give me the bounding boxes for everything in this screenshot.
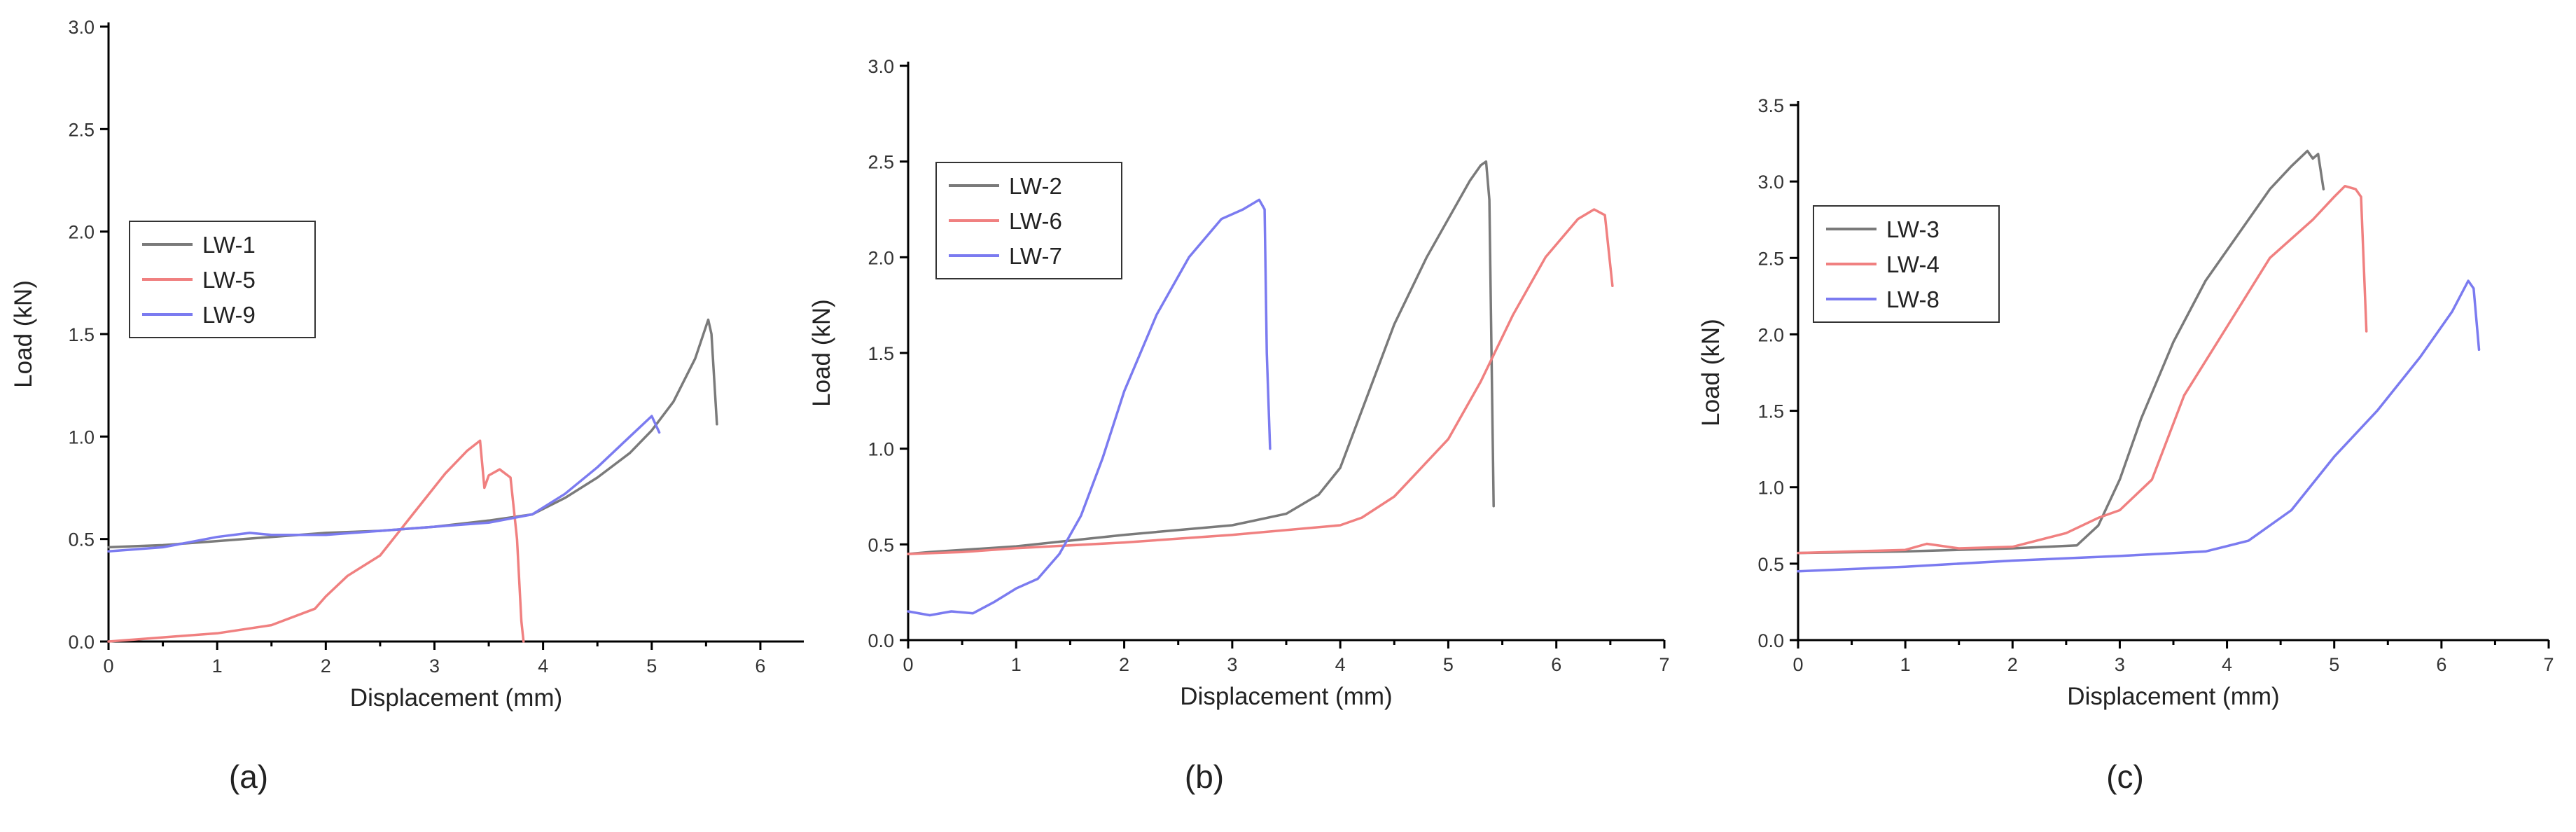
series-line-lw-3 xyxy=(1797,149,2325,555)
x-tick-label: 0 xyxy=(1792,654,1803,675)
y-tick-label: 0.0 xyxy=(1757,630,1784,651)
series-line-lw-6 xyxy=(907,208,1614,555)
panel-label: (c) xyxy=(2106,758,2144,795)
x-tick-label: 1 xyxy=(1900,654,1911,675)
x-tick-label: 4 xyxy=(2222,654,2232,675)
legend-label-lw-8: LW-8 xyxy=(1886,286,1940,312)
y-tick-label: 2.5 xyxy=(868,152,894,173)
x-axis-title: Displacement (mm) xyxy=(350,684,562,712)
y-axis-title: Load (kN) xyxy=(808,299,835,407)
y-tick-label: 3.5 xyxy=(1757,95,1784,116)
x-tick-label: 6 xyxy=(2436,654,2446,675)
y-tick-label: 2.0 xyxy=(1757,324,1784,345)
y-tick-label: 1.5 xyxy=(1757,401,1784,422)
y-tick-label: 3.0 xyxy=(868,56,894,77)
legend: LW-2 LW-6 LW-7 xyxy=(935,162,1122,279)
x-tick-label: 0 xyxy=(903,654,913,675)
legend-label-lw-6: LW-6 xyxy=(1009,208,1062,234)
x-tick-label: 5 xyxy=(2329,654,2339,675)
legend: LW-3 LW-4 LW-8 xyxy=(1813,205,2000,323)
y-tick-label: 2.0 xyxy=(68,222,95,243)
x-tick-label: 7 xyxy=(2543,654,2554,675)
x-tick-label: 4 xyxy=(538,656,548,677)
series-line-lw-2 xyxy=(907,160,1495,555)
x-tick-label: 5 xyxy=(646,656,657,677)
chart-panel-3: 0 1 2 3 4 5 6 7 0.0 0.5 1.0 1.5 2.0 2.5 3.0 3.5 Displace… xyxy=(1697,95,2554,795)
x-tick-label: 3 xyxy=(429,656,440,677)
legend-label-lw-9: LW-9 xyxy=(202,302,256,328)
y-tick-label: 0.5 xyxy=(868,534,894,555)
legend-label-lw-5: LW-5 xyxy=(202,267,256,293)
legend-label-lw-2: LW-2 xyxy=(1009,173,1062,199)
legend-label-lw-4: LW-4 xyxy=(1886,251,1940,277)
x-tick-label: 1 xyxy=(1011,654,1022,675)
series-line-lw-1 xyxy=(107,318,718,549)
series-line-lw-7 xyxy=(907,198,1272,617)
legend: LW-1 LW-5 LW-9 xyxy=(129,221,316,338)
chart-panel-1: 0 1 2 3 4 5 6 0.0 0.5 1.0 1.5 2.0 2.5 3.0 Displacement… xyxy=(10,17,804,795)
y-tick-label: 1.0 xyxy=(68,427,95,448)
x-tick-label: 3 xyxy=(1227,654,1237,675)
x-tick-label: 3 xyxy=(2115,654,2125,675)
y-tick-label: 1.5 xyxy=(68,324,95,345)
y-axis-title: Load (kN) xyxy=(10,280,37,388)
panel-label: (b) xyxy=(1185,758,1224,795)
x-axis-title: Displacement (mm) xyxy=(1180,683,1392,710)
x-tick-label: 2 xyxy=(321,656,331,677)
y-tick-label: 2.0 xyxy=(868,247,894,268)
legend-label-lw-7: LW-7 xyxy=(1009,243,1062,269)
series-line-lw-5 xyxy=(107,439,525,643)
y-tick-label: 3.0 xyxy=(1757,172,1784,193)
y-tick-label: 1.5 xyxy=(868,343,894,364)
y-tick-label: 3.0 xyxy=(68,17,95,38)
y-tick-label: 1.0 xyxy=(1757,478,1784,499)
x-tick-label: 5 xyxy=(1443,654,1454,675)
y-tick-label: 2.5 xyxy=(1757,248,1784,269)
x-tick-label: 6 xyxy=(1551,654,1561,675)
panel-label: (a) xyxy=(229,758,268,795)
x-axis-title: Displacement (mm) xyxy=(2067,683,2279,710)
y-tick-label: 0.5 xyxy=(1757,554,1784,575)
y-axis-title: Load (kN) xyxy=(1697,319,1725,427)
y-tick-label: 0.0 xyxy=(868,630,894,651)
y-tick-label: 0.0 xyxy=(68,632,95,653)
x-tick-label: 7 xyxy=(1659,654,1669,675)
series-line-lw-8 xyxy=(1797,279,2481,573)
series-line-lw-4 xyxy=(1797,184,2368,555)
x-tick-label: 4 xyxy=(1335,654,1346,675)
legend-label-lw-1: LW-1 xyxy=(202,232,256,258)
y-tick-label: 0.5 xyxy=(68,529,95,550)
y-tick-label: 1.0 xyxy=(868,439,894,460)
series-line-lw-9 xyxy=(107,415,661,553)
x-tick-label: 2 xyxy=(2007,654,2018,675)
x-tick-label: 1 xyxy=(212,656,223,677)
chart-panel-2: 0 1 2 3 4 5 6 7 0.0 0.5 1.0 1.5 2.0 2.5 3.0 Displacemen… xyxy=(808,56,1670,795)
x-tick-label: 2 xyxy=(1119,654,1129,675)
x-tick-label: 6 xyxy=(755,656,765,677)
legend-label-lw-3: LW-3 xyxy=(1886,216,1940,242)
y-tick-label: 2.5 xyxy=(68,119,95,140)
x-tick-label: 0 xyxy=(103,656,113,677)
